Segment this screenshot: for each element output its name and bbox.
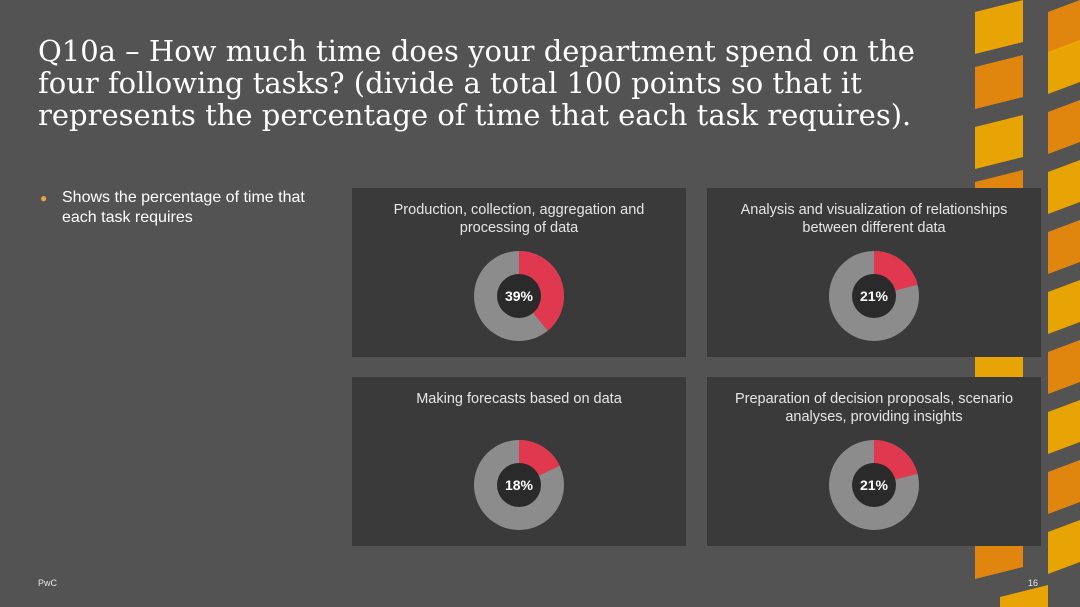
chart-panel-decisions: Preparation of decision proposals, scena…	[707, 377, 1041, 546]
donut-hole	[852, 463, 896, 507]
chart-title: Preparation of decision proposals, scena…	[734, 391, 1014, 425]
bullet-text: Shows the percentage of time that each t…	[62, 189, 305, 226]
donut-value-label: 18%	[505, 477, 534, 493]
footer-brand: PwC	[38, 578, 58, 588]
donut-value-label: 39%	[505, 288, 534, 304]
chart-panel-production: Production, collection, aggregation and …	[352, 188, 686, 357]
donut-value-label: 21%	[860, 288, 889, 304]
chevron-shape	[1048, 280, 1080, 334]
chevron-shape	[975, 115, 1023, 169]
slide-title: Q10a – How much time does your departmen…	[38, 34, 915, 132]
page-number: 16	[1028, 578, 1039, 588]
chevron-shape	[1048, 40, 1080, 94]
chevron-shape	[1048, 0, 1080, 54]
chevron-shape	[1000, 585, 1048, 607]
chevron-shape	[975, 0, 1023, 54]
donut-chart: 39%	[474, 251, 564, 341]
donut-hole	[852, 274, 896, 318]
chevron-shape	[1048, 100, 1080, 154]
donut-chart: 21%	[829, 251, 919, 341]
chart-title: Production, collection, aggregation and …	[393, 202, 645, 236]
donut-value-label: 21%	[860, 477, 889, 493]
chevron-shape	[1048, 460, 1080, 514]
bullet-point: ● Shows the percentage of time that each…	[40, 188, 320, 228]
chevron-shape	[1048, 220, 1080, 274]
chevron-shape	[1048, 400, 1080, 454]
chart-title: Analysis and visualization of relationsh…	[740, 202, 1008, 236]
donut-hole	[497, 274, 541, 318]
chart-panel-forecasts: Making forecasts based on data 18%	[352, 377, 686, 546]
chevron-shape	[1048, 520, 1080, 574]
chevron-shape	[975, 55, 1023, 109]
chevron-shape	[1048, 340, 1080, 394]
donut-hole	[497, 463, 541, 507]
chevron-shape	[1048, 160, 1080, 214]
donut-chart: 21%	[829, 440, 919, 530]
bullet-icon: ●	[40, 191, 48, 205]
chart-title: Making forecasts based on data	[416, 391, 622, 407]
donut-chart: 18%	[474, 440, 564, 530]
chart-panel-analysis: Analysis and visualization of relationsh…	[707, 188, 1041, 357]
donut-slice-value	[519, 251, 564, 331]
